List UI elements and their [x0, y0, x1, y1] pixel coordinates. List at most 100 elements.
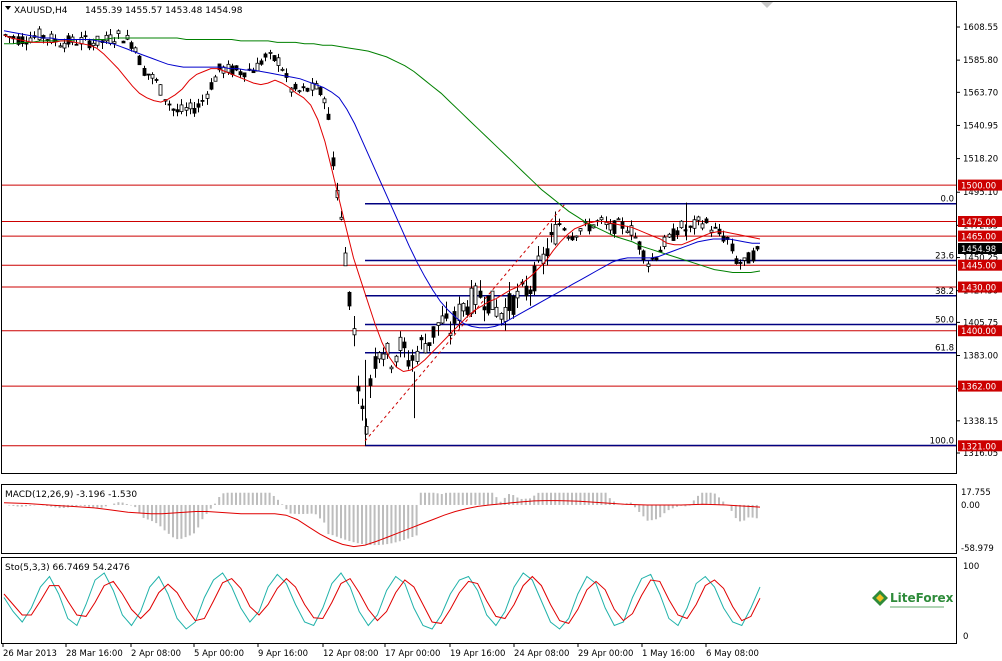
candle-body — [213, 76, 218, 82]
candle-body — [205, 93, 210, 99]
price-tick-label: 1563.70 — [963, 88, 998, 98]
candle-body — [536, 255, 541, 261]
candle-body — [255, 62, 260, 72]
candle-body — [654, 257, 659, 261]
level-tag-bg — [958, 325, 1002, 337]
candle-body — [259, 60, 264, 65]
candle-body — [419, 337, 424, 341]
candle-body — [276, 57, 281, 66]
candle-body — [150, 74, 155, 79]
price-tick-label: 1405.75 — [963, 318, 998, 328]
candle-body — [549, 231, 554, 236]
macd-indicator — [3, 492, 761, 548]
fib-label: 23.6 — [935, 252, 954, 262]
candle-body — [709, 229, 714, 233]
candle-body — [688, 225, 693, 228]
candle-body — [125, 34, 130, 40]
price-tick-label: 1608.55 — [963, 23, 998, 33]
candle-body — [545, 248, 550, 257]
candle-body — [616, 218, 621, 221]
stochastic-main-line — [3, 572, 761, 630]
candle-body — [625, 230, 630, 233]
candle-body — [515, 290, 520, 299]
candle-body — [16, 36, 21, 45]
symbol-dropdown-icon[interactable] — [5, 6, 11, 10]
candle-body — [142, 67, 147, 76]
level-tag-label: 1500.00 — [961, 182, 996, 192]
candle-body — [104, 34, 109, 42]
candle-body — [268, 51, 273, 54]
stochastic-axis: 100 0 — [963, 562, 979, 642]
candle-body — [507, 293, 512, 311]
candle-body — [679, 220, 684, 229]
candle-body — [62, 42, 67, 49]
candle-body — [200, 100, 205, 102]
candle-body — [196, 103, 201, 108]
symbol-label: XAUUSD,H4 — [14, 6, 68, 16]
level-tag-bg — [958, 440, 1002, 452]
time-tick-label: 29 Apr 00:00 — [578, 649, 633, 659]
level-tag-bg — [958, 259, 1002, 271]
candle-body — [692, 219, 697, 229]
level-tag-bg — [958, 380, 1002, 392]
candle-body — [415, 350, 420, 362]
candle-body — [188, 102, 193, 110]
candle-body — [406, 360, 411, 367]
macd-tick-label: 0.00 — [961, 501, 980, 511]
candle-body — [440, 315, 445, 324]
liteforex-logo-icon — [872, 590, 888, 606]
macd-label: MACD(12,26,9) -3.196 -1.530 — [5, 490, 137, 500]
candle-body — [175, 109, 180, 113]
candle-body — [158, 84, 163, 96]
candle-body — [87, 40, 92, 49]
macd-tick-label: 17.755 — [961, 488, 991, 498]
time-tick-label: 6 May 08:00 — [706, 649, 759, 659]
fib-label: 0.0 — [940, 195, 954, 205]
fib-label: 38.2 — [935, 287, 954, 297]
level-tag-bg — [958, 179, 1002, 191]
candle-body — [511, 295, 516, 315]
stochastic-signal-line — [3, 575, 761, 624]
candle-body — [179, 104, 184, 112]
level-tag-bg — [958, 230, 1002, 242]
candle-body — [352, 328, 357, 336]
candle-body — [667, 233, 672, 238]
time-tick-label: 12 Apr 08:00 — [323, 649, 378, 659]
candle-body — [83, 35, 88, 38]
time-tick-label: 19 Apr 16:00 — [450, 649, 505, 659]
candle-body — [478, 290, 483, 298]
fibonacci-levels: 0.0 23.6 38.2 50.0 61.8 100.0 — [365, 195, 956, 446]
candle-body — [469, 287, 474, 315]
price-tick-label: 1316.05 — [963, 449, 998, 459]
candle-body — [751, 250, 756, 262]
price-tick-label: 1450.25 — [963, 254, 998, 264]
candle-body — [578, 228, 583, 232]
candle-body — [108, 34, 113, 45]
candle-body — [503, 306, 508, 322]
candle-body — [431, 326, 436, 338]
stochastic-label: Sto(5,3,3) 66.7469 54.2476 — [5, 563, 130, 573]
candle-body — [675, 230, 680, 236]
candle-body — [465, 306, 470, 315]
candle-body — [725, 236, 730, 240]
candle-body — [238, 71, 243, 76]
level-tag-label: 1445.00 — [961, 262, 996, 272]
candle-body — [499, 313, 504, 320]
candle-body — [473, 285, 478, 305]
candle-body — [167, 103, 172, 106]
scroll-marker-icon[interactable] — [761, 2, 773, 8]
candle-body — [293, 83, 298, 90]
candle-body — [633, 236, 638, 239]
candle-body — [272, 55, 277, 62]
candle-body — [457, 303, 462, 321]
candle-body — [410, 355, 415, 361]
candle-body — [482, 306, 487, 311]
main-panel-frame — [1, 1, 957, 474]
fib-label: 50.0 — [935, 315, 954, 325]
candle-body — [356, 386, 361, 392]
candle-body — [322, 98, 327, 104]
time-tick-label: 2 Apr 08:00 — [131, 649, 181, 659]
candle-body — [242, 72, 247, 78]
time-tick-label: 9 Apr 16:00 — [258, 649, 308, 659]
candle-body — [280, 68, 285, 71]
